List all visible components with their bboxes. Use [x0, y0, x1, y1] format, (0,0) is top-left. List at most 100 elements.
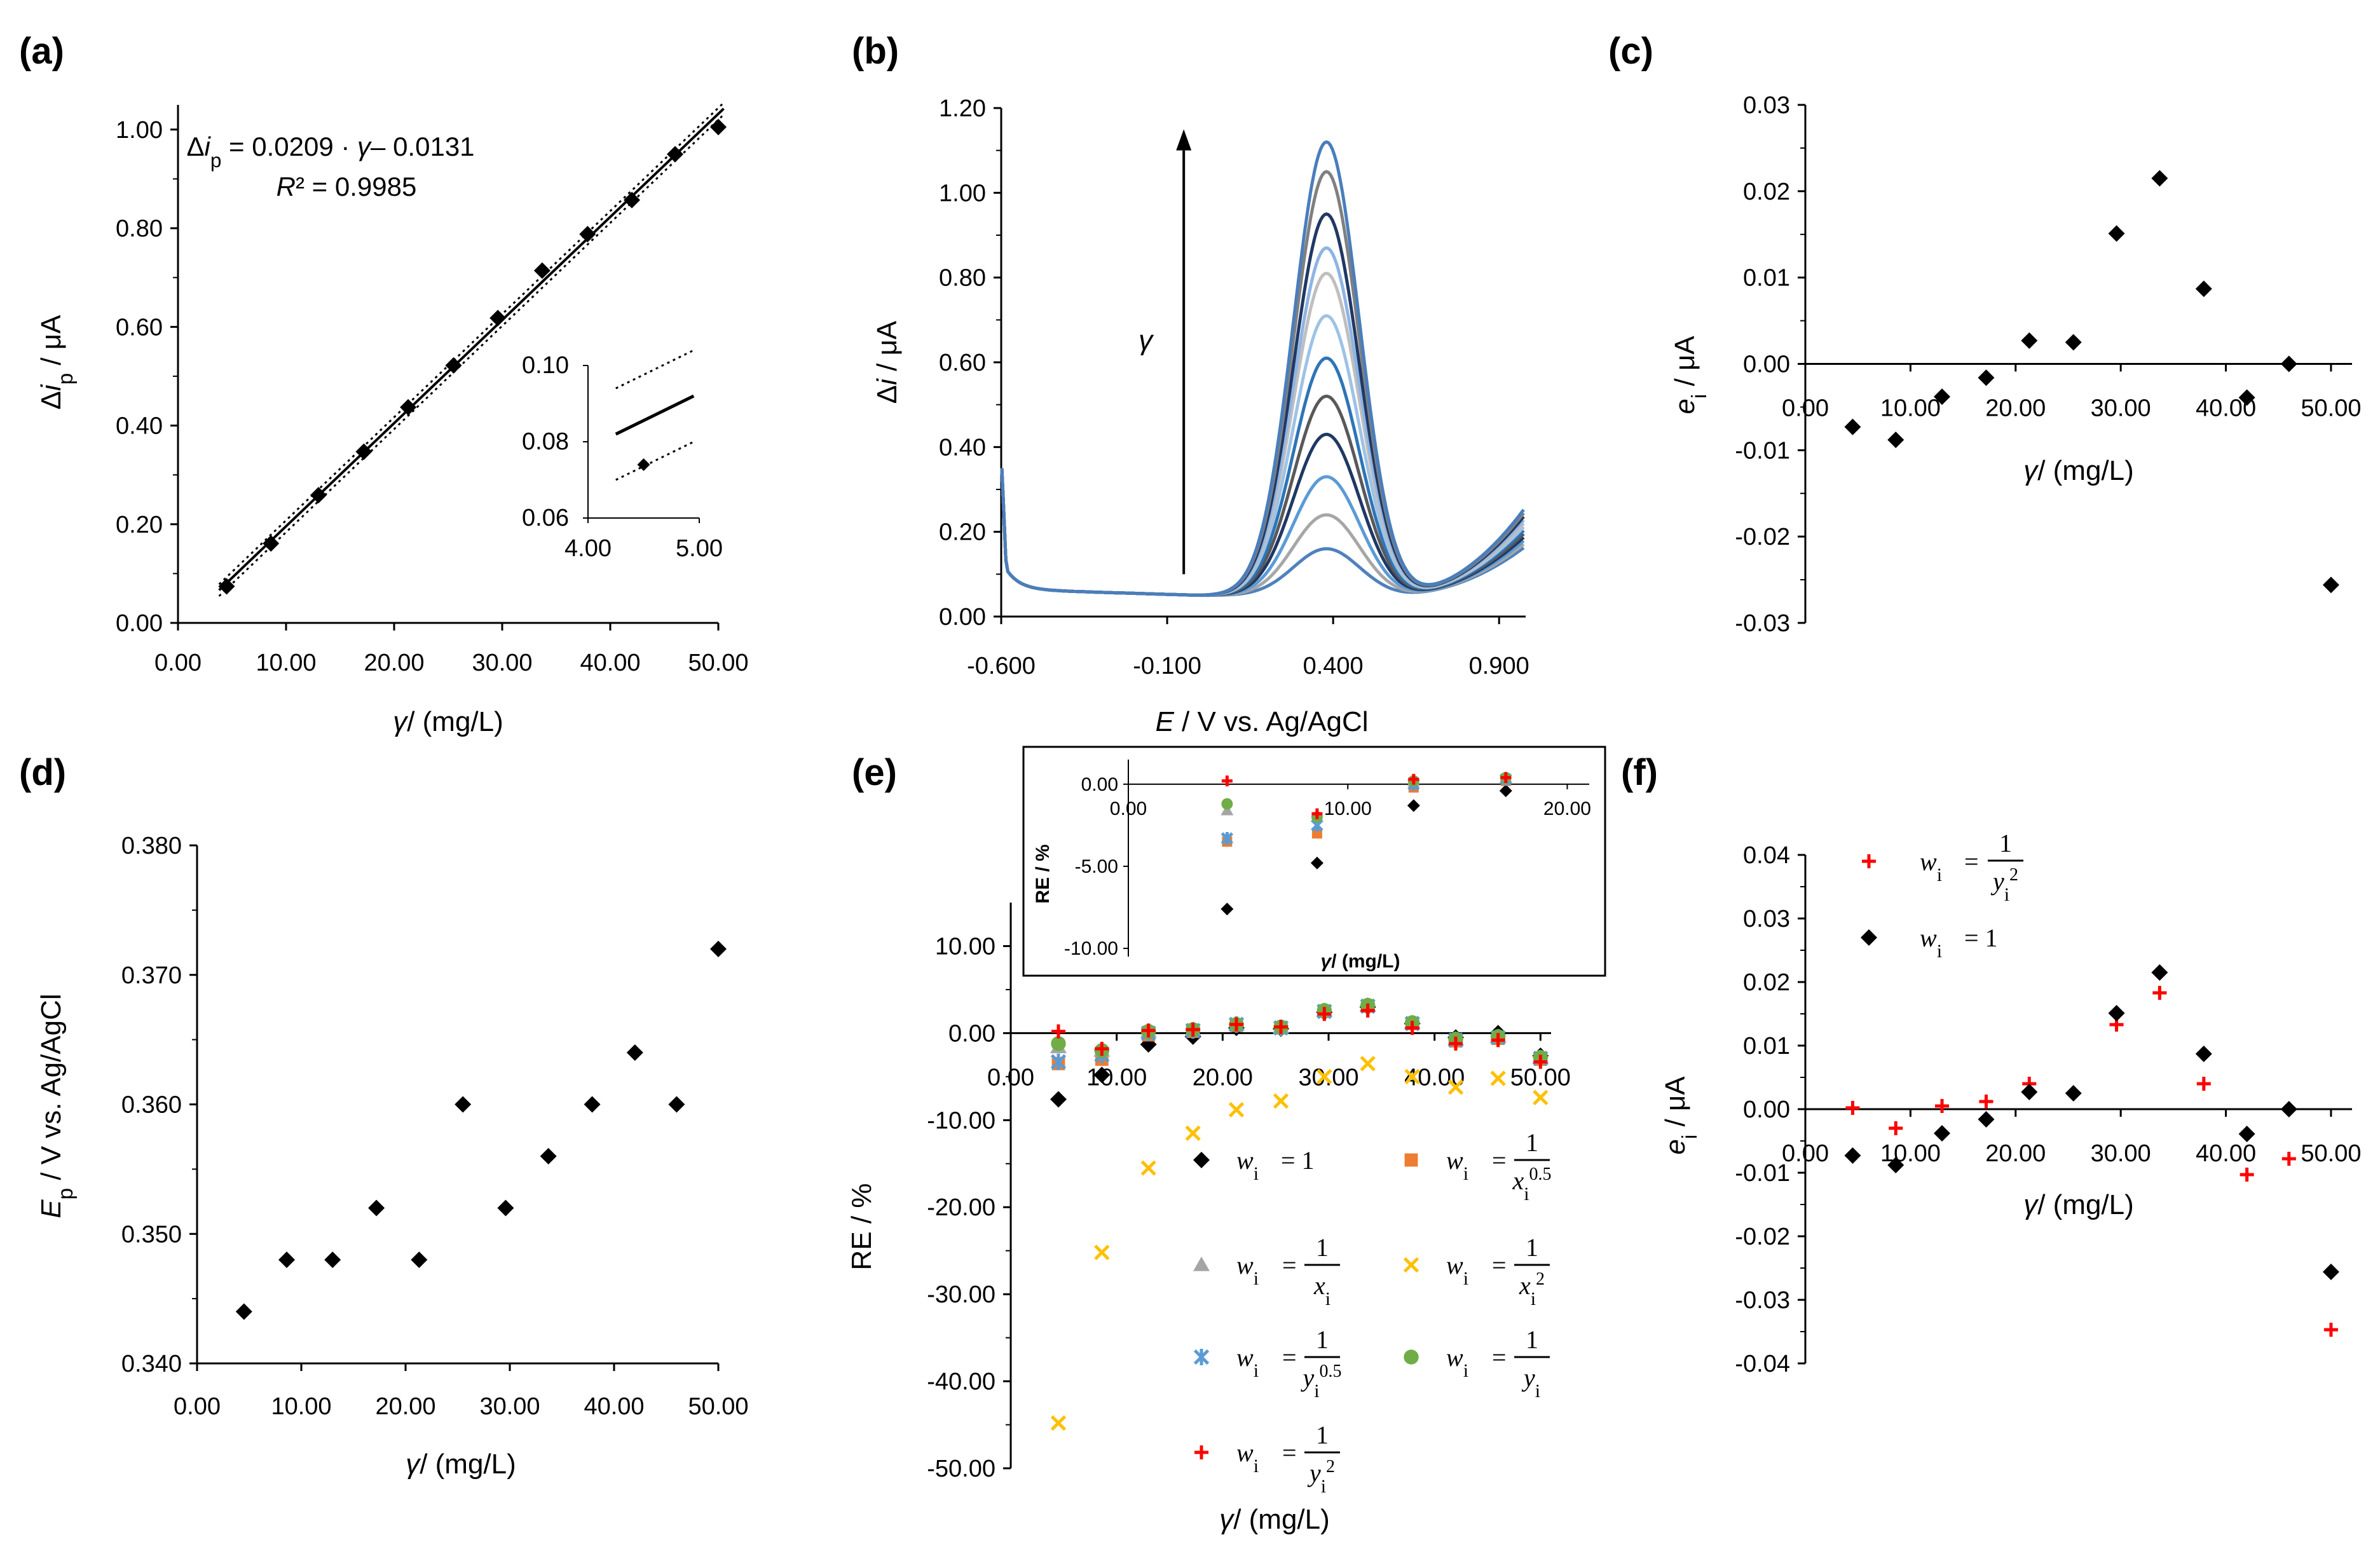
relative-error-point	[1273, 1020, 1289, 1034]
legend-marker	[1193, 1152, 1210, 1168]
x-tick-label: 30.00	[2091, 395, 2151, 422]
y-tick-label: 0.370	[121, 962, 182, 989]
residual-point	[2195, 1046, 2212, 1062]
voltammogram-curve	[1000, 212, 1525, 597]
legend-denominator: xi2	[1519, 1269, 1545, 1309]
y-tick-label: 0.00	[1743, 351, 1790, 378]
legend-marker	[1193, 1257, 1210, 1271]
relative-error-point	[1186, 1022, 1200, 1037]
data-point	[533, 262, 551, 279]
residual-point	[1934, 388, 1950, 406]
legend-lhs: wi	[1446, 1146, 1468, 1184]
relative-error-point	[1050, 1415, 1067, 1431]
data-point	[667, 146, 683, 163]
y-tick-label: 0.01	[1743, 1033, 1790, 1060]
x-tick-label: 30.00	[2091, 1140, 2151, 1167]
residual-point	[1889, 1121, 1903, 1136]
data-point	[579, 226, 596, 243]
inset-relative-error-point	[1311, 808, 1323, 819]
peak-potential-point	[540, 1148, 557, 1164]
legend-rhs: = 1	[1281, 1146, 1315, 1175]
legend-denominator: yi0.5	[1300, 1362, 1341, 1402]
relative-error-point	[1095, 1041, 1109, 1056]
y-tick-label: -0.03	[1735, 1287, 1790, 1314]
legend-numerator: 1	[1316, 1325, 1329, 1354]
residual-point	[2151, 170, 2168, 187]
data-point	[355, 443, 373, 460]
residual-point	[1887, 1157, 1905, 1173]
y-tick-label: 0.60	[939, 350, 986, 376]
y-tick-label: -0.03	[1735, 610, 1790, 637]
relative-error-point	[1490, 1070, 1506, 1086]
data-point	[218, 578, 235, 595]
relative-error-point	[1405, 1021, 1419, 1035]
x-tick-label: 0.900	[1469, 653, 1529, 679]
legend-numerator: 1	[1316, 1421, 1329, 1449]
inset-y-tick-label: 0.08	[522, 428, 569, 455]
panel-c: (c) -0.03 -0.02 -0.01 0.00 0.01 0.02 0.03 0.00 10…	[1608, 31, 2361, 637]
legend-equals: =	[1964, 847, 1979, 876]
data-point	[400, 399, 417, 416]
x-tick-label: 40.00	[2196, 1140, 2256, 1167]
y-axis-label: Δip / μA	[36, 315, 77, 410]
residual-point	[2280, 355, 2297, 372]
x-tick-label: 50.00	[688, 650, 748, 676]
residual-point	[2195, 280, 2212, 297]
panel-a-label: (a)	[19, 31, 64, 72]
x-tick-label: 20.00	[1985, 395, 2046, 422]
y-tick-label: 0.02	[1743, 179, 1790, 205]
peak-potential-point	[455, 1096, 472, 1113]
y-tick-label: 0.00	[1743, 1096, 1790, 1123]
residual-point	[2240, 1167, 2254, 1182]
y-tick-label: 0.340	[121, 1351, 182, 1377]
x-tick-label: 0.400	[1303, 653, 1364, 679]
panel-d: (d) 0.340 0.350 0.360 0.370 0.380 0.00 10.00 20.…	[19, 752, 749, 1480]
inset-e: 0.00 -5.00 -10.00 0.00 10.00 20.00 γ/ (mg/L) RE…	[1022, 746, 1606, 977]
voltammogram-curve	[1000, 356, 1525, 597]
panel-b-label: (b)	[852, 31, 899, 72]
upper-confidence-line	[218, 102, 725, 585]
inset-relative-error-point	[1311, 828, 1322, 839]
relative-error-point	[1140, 1160, 1156, 1176]
relative-error-point	[1051, 1024, 1066, 1039]
x-tick-label: -0.100	[1133, 653, 1201, 679]
legend-denominator: yi2	[1990, 865, 2018, 905]
inset-relative-error-point	[1408, 774, 1419, 785]
y-tick-label: 0.01	[1743, 265, 1790, 292]
relative-error-point	[1051, 1036, 1066, 1051]
fit-equation: Δip = 0.0209 · γ– 0.0131	[186, 132, 474, 172]
panel-b: (b) 0.00 0.20 0.40 0.60 0.80 1.00 1.20 -0.600 -0.…	[852, 31, 1529, 737]
inset-y-tick-label: 0.00	[1081, 774, 1118, 795]
inset-x-tick-label: 10.00	[1324, 798, 1372, 819]
panel-f: (f)-0.04-0.03-0.02-0.010.000.010.020.030…	[1621, 752, 2361, 1377]
legend-f: wi = 1 yi2 wi = 1	[1861, 829, 2023, 962]
peak-potential-point	[497, 1199, 514, 1217]
residual-point	[2238, 1126, 2255, 1142]
legend-equals: =	[1282, 1343, 1297, 1372]
voltammogram-curve	[1000, 140, 1525, 597]
relative-error-point	[1094, 1245, 1110, 1260]
x-tick-label: 0.00	[154, 650, 202, 676]
x-tick-label: 50.00	[2301, 395, 2361, 422]
inset-y-tick-label: -10.00	[1064, 938, 1118, 959]
legend-equals: =	[1492, 1343, 1507, 1372]
data-point	[710, 118, 727, 135]
legend-lhs: wi	[1236, 1438, 1259, 1477]
y-tick-label: -0.01	[1735, 1160, 1790, 1187]
residual-point	[2108, 225, 2125, 242]
voltammogram-curve	[1000, 314, 1525, 597]
inset-relative-error-point	[1221, 903, 1234, 916]
y-tick-label: 0.80	[116, 215, 163, 242]
legend-lhs: wi	[1446, 1251, 1468, 1289]
legend-lhs: wi	[1920, 847, 1942, 885]
inset-y-tick-label: 0.06	[522, 505, 569, 531]
x-tick-label: 40.00	[580, 650, 640, 676]
residual-point	[2021, 332, 2038, 349]
y-tick-label: -30.00	[927, 1281, 995, 1308]
peak-potential-point	[324, 1252, 341, 1268]
data-point	[310, 486, 327, 503]
inset-x-tick-label: 0.00	[1110, 798, 1147, 819]
legend-marker	[1193, 1349, 1210, 1365]
residual-point	[1978, 1111, 1995, 1128]
y-tick-label: 0.03	[1743, 906, 1790, 932]
